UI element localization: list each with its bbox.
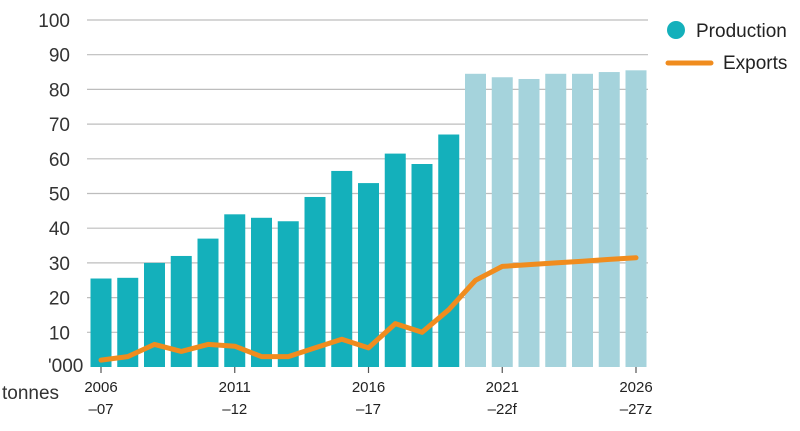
x-tick-sublabel: –12 — [222, 401, 247, 418]
y-axis-tick-labels: 10 20 30 40 50 60 70 80 90 100 — [38, 11, 70, 344]
production-bar — [251, 217, 272, 367]
x-tick-label: 2026 — [619, 379, 652, 396]
production-bar — [598, 72, 620, 368]
x-tick-label: 2021 — [486, 379, 519, 396]
x-tick-sublabel: –07 — [88, 401, 113, 418]
x-tick-label: 2006 — [84, 379, 117, 396]
production-bar — [545, 73, 567, 367]
x-tick-label: 2016 — [352, 379, 385, 396]
production-bar — [144, 262, 165, 367]
y-tick-label: 30 — [49, 254, 70, 275]
production-bar — [384, 153, 406, 367]
y-unit-label: '000 tonnes — [2, 356, 83, 404]
production-bar — [438, 134, 460, 367]
production-bar — [117, 277, 139, 367]
legend-production-label: Production — [696, 21, 787, 42]
x-tick-sublabel: –17 — [356, 401, 381, 418]
y-tick-label: 40 — [49, 219, 70, 240]
production-bar — [465, 73, 486, 367]
x-tick-sublabel: –27z — [620, 401, 653, 418]
production-bar — [518, 78, 540, 368]
production-bar — [572, 73, 593, 367]
y-unit-label-line: tonnes — [2, 383, 59, 404]
production-bar — [331, 170, 353, 367]
y-tick-label: 10 — [49, 323, 70, 344]
production-bar — [170, 255, 192, 367]
y-tick-label: 20 — [49, 289, 70, 310]
y-tick-label: 90 — [49, 46, 70, 67]
legend-production-marker — [667, 21, 685, 39]
y-unit-label-line: '000 — [48, 356, 83, 377]
production-bar — [358, 183, 379, 367]
production-bar — [411, 164, 433, 367]
production-bar — [224, 214, 246, 367]
production-bar — [90, 278, 112, 367]
production-bar — [304, 196, 326, 367]
y-tick-label: 70 — [49, 115, 70, 136]
x-tick-label: 2011 — [219, 379, 251, 396]
exports-line — [98, 255, 639, 363]
y-tick-label: 60 — [49, 150, 70, 171]
x-tick-sublabel: –22f — [488, 401, 518, 418]
y-tick-label: 50 — [49, 185, 70, 206]
y-tick-label: 100 — [38, 11, 70, 32]
production-bars — [90, 70, 647, 368]
y-tick-label: 80 — [49, 80, 70, 101]
production-bar — [197, 238, 219, 367]
legend-exports-label: Exports — [723, 53, 787, 74]
x-axis-tick-labels: 2006 –07 2011 –12 2016 –17 2021 –22f 2026 –27z — [84, 367, 653, 418]
production-bar — [491, 77, 513, 367]
legend: Production Exports — [665, 21, 787, 74]
production-bar — [625, 70, 647, 367]
production-bar — [277, 221, 299, 367]
